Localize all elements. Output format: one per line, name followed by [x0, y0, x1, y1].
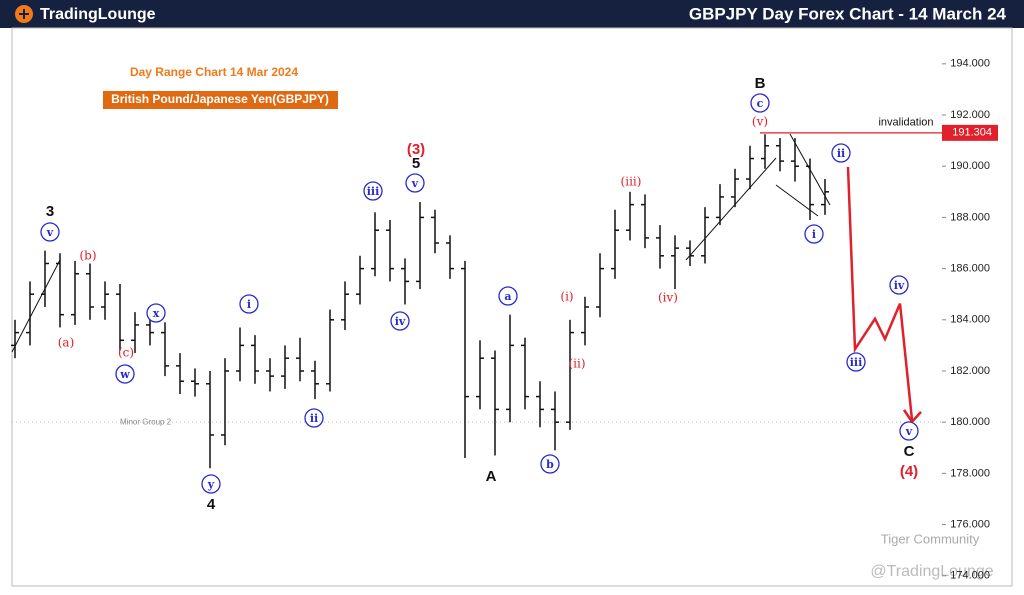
wave-label: i: [812, 228, 816, 241]
wave-label: (iii): [621, 175, 642, 189]
y-tick-label: 178.000: [950, 467, 990, 479]
instrument-box: [103, 91, 338, 109]
wave-circle: [831, 143, 851, 163]
wedge-line: [775, 184, 819, 217]
wave-circle: [498, 286, 518, 306]
wave-label: (v): [752, 115, 768, 129]
wave-label: ii: [837, 147, 845, 160]
wave-circle: [899, 421, 919, 441]
wave-circle: [40, 222, 60, 242]
trend-line: [11, 259, 61, 353]
wave-label: a: [504, 290, 511, 303]
y-tick-label: 176.000: [950, 518, 990, 530]
wave-circle: [363, 181, 383, 201]
wave-label: (a): [58, 336, 75, 350]
wave-label: A: [486, 468, 497, 485]
wave-label: b: [546, 458, 554, 471]
projection-path: [846, 166, 914, 421]
invalidation-label: invalidation: [878, 117, 933, 129]
wave-label: iii: [367, 185, 380, 198]
wave-label: x: [153, 307, 160, 320]
y-tick-label: 186.000: [950, 263, 990, 275]
wave-label: iii: [850, 356, 863, 369]
chart-title: GBPJPY Day Forex Chart - 14 March 24: [689, 4, 1007, 23]
wave-label: c: [757, 97, 764, 110]
trend-line: [685, 157, 777, 261]
wave-label: (b): [79, 249, 96, 263]
wave-label: B: [755, 75, 766, 92]
y-tick-label: 194.000: [950, 58, 990, 70]
brand: TradingLounge: [40, 6, 156, 23]
wave-label: (4): [900, 463, 918, 480]
wave-circle: [804, 224, 824, 244]
plot-frame: [11, 27, 1013, 587]
wave-label: 4: [207, 496, 216, 513]
watermark: Tiger Community: [881, 531, 980, 546]
wave-label: (c): [118, 346, 134, 360]
wave-circle: [540, 454, 560, 474]
y-tick-label: 182.000: [950, 365, 990, 377]
wave-circle: [304, 408, 324, 428]
wave-label: y: [207, 478, 215, 491]
wave-label: (i): [560, 290, 573, 304]
wave-label: iv: [395, 315, 406, 328]
wave-circle: [846, 352, 866, 372]
price-tag: [942, 124, 998, 141]
wave-label: v: [905, 425, 913, 438]
y-tick-label: 180.000: [950, 416, 990, 428]
wave-circle: [390, 311, 410, 331]
header-bar: [0, 0, 1024, 28]
wave-label: iv: [894, 279, 905, 292]
wave-label: 5: [412, 155, 420, 172]
price-tag-label: 191.304: [952, 127, 992, 139]
y-tick-label: 188.000: [950, 211, 990, 223]
wave-label: (3): [407, 141, 425, 158]
y-tick-label: 190.000: [950, 160, 990, 172]
wave-label: v: [411, 177, 419, 190]
wave-circle: [201, 474, 221, 494]
wave-circle: [750, 93, 770, 113]
y-tick-label: 174.000: [950, 570, 990, 582]
wave-circle: [146, 303, 166, 323]
wave-label: i: [247, 298, 251, 311]
watermark: @TradingLounge: [870, 563, 993, 580]
wave-label: (ii): [568, 357, 585, 371]
y-tick-label: 184.000: [950, 314, 990, 326]
instrument: British Pound/Japanese Yen(GBPJPY): [111, 92, 329, 106]
wave-label: 3: [46, 203, 54, 220]
wave-circle: [239, 294, 259, 314]
minor-group-label: Minor Group 2: [120, 417, 172, 426]
subtitle: Day Range Chart 14 Mar 2024: [130, 65, 298, 79]
wave-label: ii: [310, 412, 318, 425]
wave-circle: [115, 364, 135, 384]
wave-label: (iv): [658, 291, 678, 305]
wave-circle: [889, 275, 909, 295]
wave-label: C: [904, 443, 915, 460]
wave-circle: [405, 173, 425, 193]
y-tick-label: 192.000: [950, 109, 990, 121]
wave-label: w: [119, 368, 130, 381]
logo-mark: [19, 9, 29, 19]
wave-label: v: [46, 226, 54, 239]
